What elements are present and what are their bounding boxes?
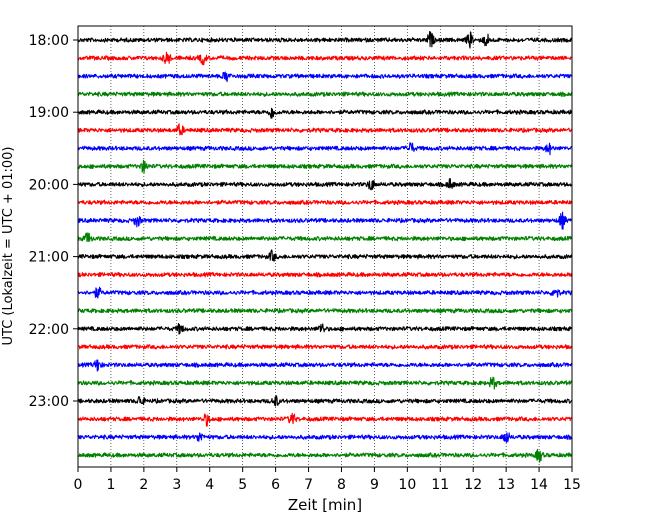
x-tick-label: 6 (271, 477, 280, 493)
x-tick-label: 5 (238, 477, 247, 493)
seismic-trace (77, 71, 573, 83)
y-tick-label: 23:00 (29, 394, 69, 410)
x-tick-label: 10 (398, 477, 416, 493)
seismic-trace (77, 199, 573, 206)
y-tick-label: 18:00 (29, 33, 69, 49)
y-axis: 18:00 19:00 20:00 21:00 22:00 23:00 (29, 33, 78, 410)
x-axis: 0 1 2 3 4 5 6 7 8 9 10 11 12 13 14 15 (74, 467, 581, 493)
x-tick-label: 4 (205, 477, 214, 493)
seismic-trace (77, 376, 573, 390)
seismic-trace (77, 344, 573, 350)
seismic-trace (77, 308, 573, 314)
x-tick-label: 12 (464, 477, 482, 493)
seismic-trace (77, 178, 573, 191)
x-axis-label: Zeit [min] (288, 496, 362, 514)
seismic-trace (77, 271, 573, 278)
y-tick-label: 21:00 (29, 250, 69, 266)
y-tick-label: 20:00 (29, 177, 69, 193)
x-tick-label: 14 (530, 477, 548, 493)
x-tick-label: 9 (370, 477, 379, 493)
plot-frame (77, 25, 573, 468)
x-tick-label: 7 (304, 477, 313, 493)
seismic-trace (77, 395, 573, 407)
seismic-trace (77, 249, 573, 262)
x-tick-label: 3 (172, 477, 181, 493)
x-tick-label: 15 (563, 477, 581, 493)
y-tick-label: 22:00 (29, 322, 69, 338)
seismic-trace (77, 323, 573, 335)
seismic-trace (77, 359, 573, 372)
seismic-trace (77, 123, 573, 136)
x-tick-label: 13 (497, 477, 515, 493)
seismic-trace (77, 91, 573, 97)
x-tick-label: 0 (74, 477, 83, 493)
seismic-trace (77, 159, 573, 174)
seismic-trace (77, 51, 573, 66)
x-tick-label: 8 (337, 477, 346, 493)
seismic-trace (77, 432, 573, 443)
seismic-trace (77, 211, 573, 230)
x-tick-label: 1 (106, 477, 115, 493)
seismic-trace (77, 412, 573, 427)
plot-area (78, 26, 572, 467)
seismic-trace (77, 448, 573, 463)
trace-group (77, 30, 573, 463)
seismic-trace (77, 107, 573, 119)
x-tick-label: 2 (139, 477, 148, 493)
y-axis-label: UTC (Lokalzeit = UTC + 01:00) (1, 147, 16, 346)
x-tick-label: 11 (431, 477, 449, 493)
seismic-trace (77, 142, 573, 156)
seismic-trace (77, 232, 573, 242)
y-tick-label: 19:00 (29, 105, 69, 121)
seismic-trace (77, 286, 573, 299)
seismic-trace (77, 30, 573, 49)
